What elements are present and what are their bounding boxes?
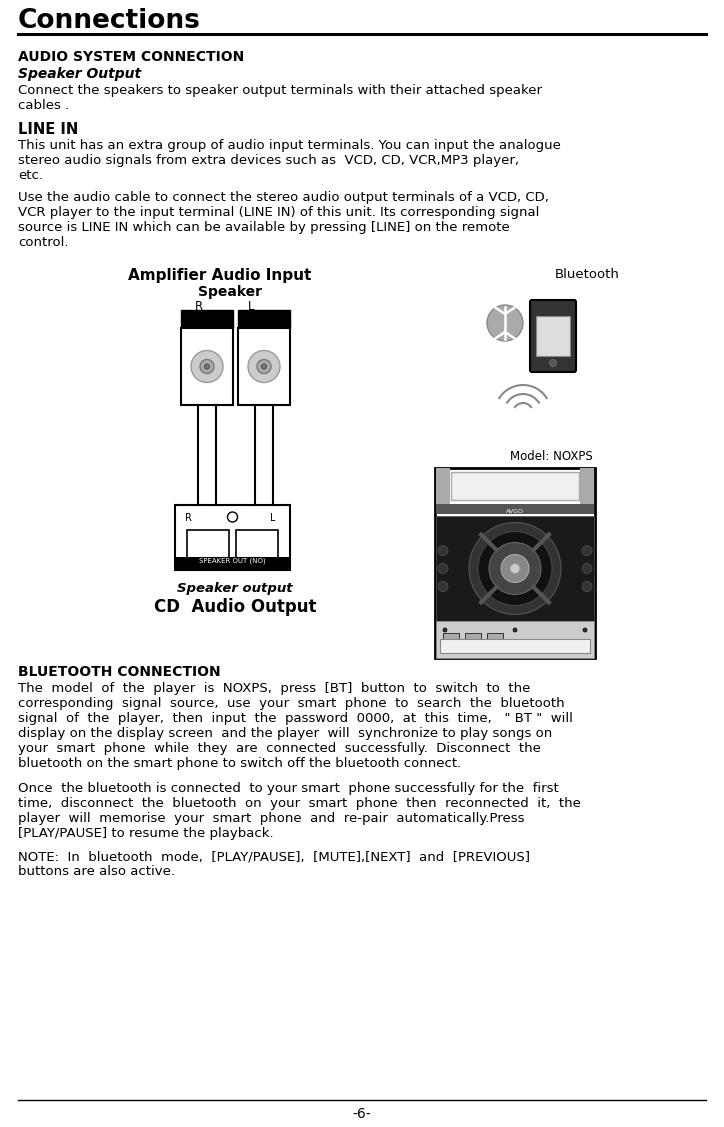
Text: This unit has an extra group of audio input terminals. You can input the analogu: This unit has an extra group of audio in… xyxy=(18,139,561,181)
Text: Speaker: Speaker xyxy=(198,285,262,299)
Bar xyxy=(451,472,579,500)
Circle shape xyxy=(582,545,592,556)
Bar xyxy=(436,516,594,621)
Circle shape xyxy=(438,545,448,556)
Text: Speaker output: Speaker output xyxy=(177,582,292,595)
Text: CD  Audio Output: CD Audio Output xyxy=(153,598,316,616)
Text: NOTE:  In  bluetooth  mode,  [PLAY/PAUSE],  [MUTE],[NEXT]  and  [PREVIOUS]
butto: NOTE: In bluetooth mode, [PLAY/PAUSE], [… xyxy=(18,850,530,878)
Text: L: L xyxy=(270,513,276,523)
Bar xyxy=(181,310,233,328)
Bar xyxy=(536,316,570,356)
Circle shape xyxy=(261,364,266,369)
Text: R: R xyxy=(195,300,203,313)
Bar xyxy=(187,530,229,558)
Bar xyxy=(175,557,290,570)
Circle shape xyxy=(443,628,447,632)
Text: Connections: Connections xyxy=(18,8,201,34)
Bar xyxy=(487,633,503,641)
Bar xyxy=(580,468,594,506)
Circle shape xyxy=(227,512,237,522)
Bar xyxy=(440,639,590,653)
Text: L: L xyxy=(248,300,255,313)
Circle shape xyxy=(582,564,592,574)
Circle shape xyxy=(469,523,561,614)
Circle shape xyxy=(191,350,223,382)
Circle shape xyxy=(501,554,529,583)
Text: -6-: -6- xyxy=(353,1107,371,1121)
Text: Once  the bluetooth is connected  to your smart  phone successfully for the  fir: Once the bluetooth is connected to your … xyxy=(18,782,581,840)
Text: SPEAKER OUT (NO): SPEAKER OUT (NO) xyxy=(199,558,266,565)
Circle shape xyxy=(510,564,520,574)
Bar xyxy=(238,328,290,405)
Text: AUDIO SYSTEM CONNECTION: AUDIO SYSTEM CONNECTION xyxy=(18,50,244,64)
Text: LINE IN: LINE IN xyxy=(18,122,78,137)
Bar xyxy=(436,468,450,506)
Text: Connect the speakers to speaker output terminals with their attached speaker
cab: Connect the speakers to speaker output t… xyxy=(18,85,542,112)
Circle shape xyxy=(487,305,523,341)
Text: The  model  of  the  player  is  NOXPS,  press  [BT]  button  to  switch  to  th: The model of the player is NOXPS, press … xyxy=(18,682,573,770)
Circle shape xyxy=(248,350,280,382)
Circle shape xyxy=(438,564,448,574)
Text: Model: NOXPS: Model: NOXPS xyxy=(510,450,593,463)
Bar xyxy=(435,468,595,658)
Text: R: R xyxy=(185,513,192,523)
Bar xyxy=(236,530,278,558)
Circle shape xyxy=(438,582,448,592)
Circle shape xyxy=(583,628,587,632)
Text: Bluetooth: Bluetooth xyxy=(555,268,620,281)
FancyBboxPatch shape xyxy=(530,300,576,372)
Circle shape xyxy=(550,360,557,366)
Bar xyxy=(443,633,459,641)
Bar xyxy=(436,621,594,658)
Circle shape xyxy=(204,364,209,369)
Text: AVGO: AVGO xyxy=(506,509,524,514)
Text: BLUETOOTH CONNECTION: BLUETOOTH CONNECTION xyxy=(18,665,221,678)
Bar xyxy=(465,633,481,641)
Bar xyxy=(181,328,233,405)
Bar xyxy=(175,505,290,570)
Text: Use the audio cable to connect the stereo audio output terminals of a VCD, CD,
V: Use the audio cable to connect the stere… xyxy=(18,190,549,249)
Circle shape xyxy=(582,582,592,592)
Circle shape xyxy=(513,628,517,632)
Circle shape xyxy=(489,542,541,595)
Circle shape xyxy=(200,360,214,373)
Circle shape xyxy=(257,360,271,373)
Circle shape xyxy=(478,532,552,605)
Bar xyxy=(436,504,594,514)
Bar xyxy=(238,310,290,328)
Text: Amplifier Audio Input: Amplifier Audio Input xyxy=(128,268,312,283)
Text: Speaker Output: Speaker Output xyxy=(18,66,141,81)
